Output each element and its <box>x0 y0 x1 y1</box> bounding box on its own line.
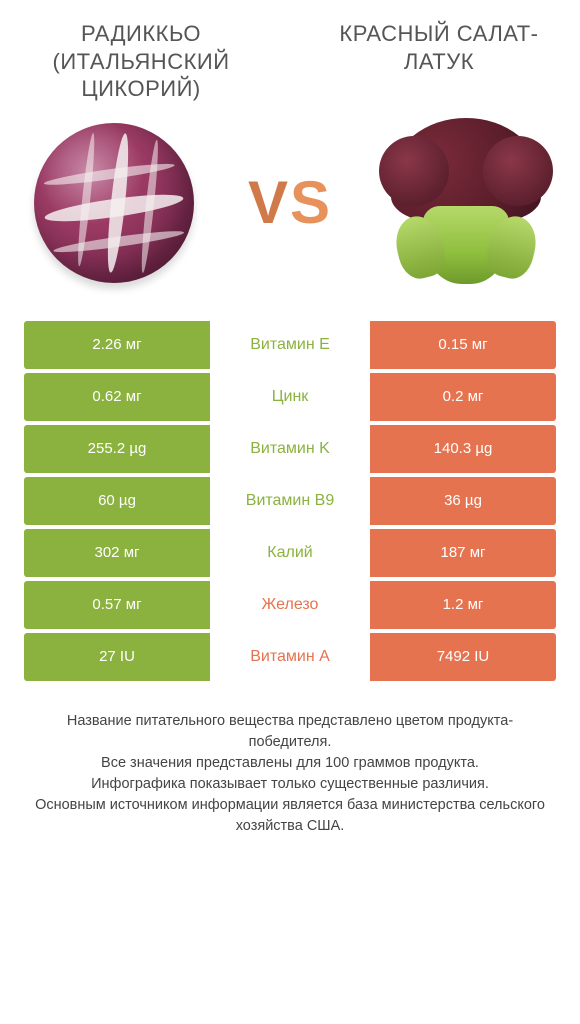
table-row: 60 µgВитамин B936 µg <box>24 477 556 525</box>
nutrient-label: Витамин E <box>210 321 370 369</box>
nutrient-label: Витамин K <box>210 425 370 473</box>
nutrient-label: Цинк <box>210 373 370 421</box>
right-value: 36 µg <box>370 477 556 525</box>
lettuce-icon <box>381 118 551 288</box>
footer-line: Все значения представлены для 100 граммо… <box>30 753 550 774</box>
table-row: 302 мгКалий187 мг <box>24 529 556 577</box>
left-value: 302 мг <box>24 529 210 577</box>
left-value: 27 IU <box>24 633 210 681</box>
table-row: 27 IUВитамин A7492 IU <box>24 633 556 681</box>
table-row: 0.62 мгЦинк0.2 мг <box>24 373 556 421</box>
left-product-image <box>24 113 204 293</box>
nutrient-label: Витамин A <box>210 633 370 681</box>
nutrient-label: Калий <box>210 529 370 577</box>
nutrient-label: Витамин B9 <box>210 477 370 525</box>
nutrient-label: Железо <box>210 581 370 629</box>
left-value: 0.57 мг <box>24 581 210 629</box>
left-value: 60 µg <box>24 477 210 525</box>
footer-line: Название питательного вещества представл… <box>30 711 550 753</box>
footer-notes: Название питательного вещества представл… <box>24 711 556 837</box>
comparison-table: 2.26 мгВитамин E0.15 мг0.62 мгЦинк0.2 мг… <box>24 321 556 681</box>
right-product-title: КРАСНЫЙ САЛАТ-ЛАТУК <box>322 20 556 75</box>
vs-label: VS <box>248 168 332 237</box>
table-row: 2.26 мгВитамин E0.15 мг <box>24 321 556 369</box>
right-value: 0.15 мг <box>370 321 556 369</box>
left-value: 255.2 µg <box>24 425 210 473</box>
radicchio-icon <box>34 123 194 283</box>
footer-line: Основным источником информации является … <box>30 795 550 837</box>
right-value: 0.2 мг <box>370 373 556 421</box>
right-value: 187 мг <box>370 529 556 577</box>
right-value: 1.2 мг <box>370 581 556 629</box>
left-value: 0.62 мг <box>24 373 210 421</box>
table-row: 255.2 µgВитамин K140.3 µg <box>24 425 556 473</box>
right-value: 140.3 µg <box>370 425 556 473</box>
right-product-image <box>376 113 556 293</box>
table-row: 0.57 мгЖелезо1.2 мг <box>24 581 556 629</box>
images-row: VS <box>24 113 556 293</box>
left-value: 2.26 мг <box>24 321 210 369</box>
right-value: 7492 IU <box>370 633 556 681</box>
footer-line: Инфографика показывает только существенн… <box>30 774 550 795</box>
left-product-title: РАДИККЬО (ИТАЛЬЯНСКИЙ ЦИКОРИЙ) <box>24 20 258 103</box>
